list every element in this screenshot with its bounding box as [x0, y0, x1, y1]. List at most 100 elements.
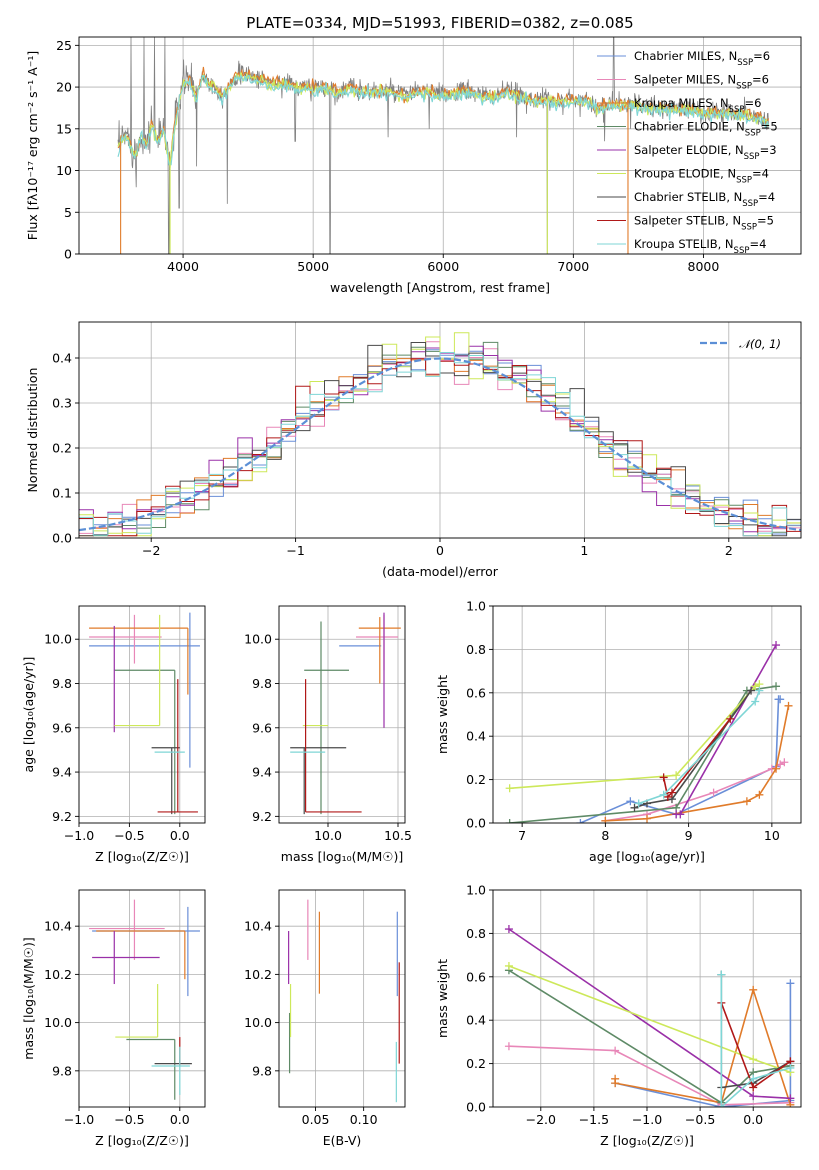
grid: [279, 890, 405, 1107]
y-tick-label: 9.2: [252, 809, 272, 824]
weight-point-marker: [504, 925, 513, 934]
weight-point-marker: [643, 814, 651, 823]
plot-content: [89, 899, 200, 1100]
weight-series-line: [508, 969, 791, 1104]
plot-spectrum: 4000 5000 6000 7000 8000 0 5 10 15 20 25 wavelength…: [25, 36, 802, 295]
errorbar-3: [304, 621, 349, 815]
x-axis-label: Z [log₁₀(Z/Z☉)]: [95, 1133, 189, 1148]
legend-subscript: SSP: [745, 129, 761, 139]
y-axis-label: Normed distribution: [25, 368, 40, 493]
legend-subscript: SSP: [729, 105, 745, 115]
y-axis-label: mass weight: [435, 959, 450, 1038]
weight-point-marker: [717, 1103, 726, 1107]
errorbar-5: [114, 614, 161, 727]
y-tick-label: 0.4: [466, 729, 486, 744]
grid: [493, 889, 801, 1108]
y-tick-label: 9.4: [52, 765, 72, 780]
y-tick-label: 9.4: [252, 765, 272, 780]
x-tick-label: 0.0: [743, 1112, 763, 1127]
errorbar-3: [114, 669, 176, 815]
grid: [493, 605, 801, 824]
x-axis-label: wavelength [Angstrom, rest frame]: [330, 280, 550, 295]
x-tick-label: −1.0: [64, 828, 94, 843]
x-axis-label: age [log₁₀(age/yr)]: [589, 849, 705, 864]
y-tick-label: 0.4: [466, 1013, 486, 1028]
plot-age-weight: 7 8 9 10 0.0 0.2 0.4 0.6 0.8 1.0 age [log₁₀(age/yr…: [435, 599, 802, 864]
legend-count: =5: [761, 120, 778, 134]
weight-point-marker: [709, 788, 718, 797]
x-tick-label: 7000: [557, 259, 589, 274]
y-tick-label: 0.2: [52, 441, 72, 456]
legend-entry: Kroupa ELODIE, NSSP=4: [634, 167, 769, 186]
errorbar-7: [157, 679, 198, 813]
spectrum-legend: Chabrier MILES, NSSP=6 Salpeter MILES, NS…: [597, 49, 778, 256]
legend-count: =6: [752, 73, 769, 87]
y-tick-label: 10.0: [44, 632, 72, 647]
legend-count: =4: [752, 167, 769, 181]
weight-point-marker: [772, 682, 781, 691]
y-tick-label: 0.0: [466, 1100, 486, 1115]
weight-point-marker: [747, 686, 756, 695]
x-axis-label: E(B-V): [323, 1133, 362, 1148]
y-tick-label: 10.2: [44, 967, 72, 982]
weight-series-line: [508, 965, 791, 1074]
gaussian-curve: [79, 357, 801, 532]
y-tick-label: 10.4: [44, 919, 72, 934]
plots-layer: 4000 5000 6000 7000 80000510152025wavelength…: [21, 36, 802, 1148]
weight-point-marker: [576, 819, 585, 823]
plot-z-mass: −1.0 −0.5 0.0 9.8 10.0 10.2 10.4 Z [log₁₀(Z/Z☉)…: [21, 889, 206, 1148]
x-tick-label: 5000: [297, 259, 329, 274]
weight-point-marker: [786, 1063, 795, 1072]
plot-residuals: −2 −1 0 1 2 0.0 0.1 0.2 0.3 0.4 (data-model)/error…: [25, 321, 802, 579]
errorbar-2: [358, 617, 401, 684]
weight-point-marker: [749, 1083, 758, 1092]
errorbar-2: [96, 930, 186, 980]
weight-point-marker: [504, 961, 513, 970]
legend-subscript: SSP: [744, 152, 760, 162]
y-tick-label: 1.0: [466, 599, 486, 614]
legend-count: =6: [744, 96, 761, 110]
y-tick-label: 10.4: [244, 919, 272, 934]
errorbar-1: [356, 614, 398, 671]
grid: [78, 890, 205, 1107]
errorbar-1: [89, 899, 165, 960]
legend-entry: Salpeter ELODIE, NSSP=3: [634, 143, 777, 162]
y-axis-label: Flux [fλ10⁻¹⁷ erg cm⁻² s⁻¹ A⁻¹]: [25, 51, 40, 240]
weight-point-marker: [717, 970, 726, 979]
y-tick-label: 9.6: [252, 720, 272, 735]
x-tick-label: 10.0: [314, 828, 342, 843]
axes-frame: [492, 605, 802, 824]
legend-subscript: SSP: [741, 223, 757, 233]
weight-point-marker: [504, 1042, 513, 1051]
weight-point-marker: [786, 979, 795, 988]
weight-point-marker: [749, 1074, 758, 1083]
weight-point-marker: [659, 790, 668, 799]
x-axis-label: Z [log₁₀(Z/Z☉)]: [95, 849, 189, 864]
legend-entry: Chabrier STELIB, NSSP=4: [634, 190, 775, 209]
plot-content: [504, 925, 795, 1107]
x-tick-label: 10.5: [384, 828, 412, 843]
weight-series-line: [509, 683, 760, 790]
weight-point-marker: [601, 816, 610, 823]
weight-point-marker: [772, 641, 781, 650]
grid: [78, 606, 205, 823]
errorbar-8: [151, 1046, 190, 1095]
weight-point-marker: [611, 1079, 620, 1088]
y-tick-label: 1.0: [466, 883, 486, 898]
y-tick-label: 0.0: [52, 531, 72, 546]
x-tick-label: 0.0: [170, 1112, 190, 1127]
plot-content: [290, 612, 401, 815]
legend-subscript: SSP: [734, 246, 750, 256]
y-tick-label: 10.0: [244, 1015, 272, 1030]
axes-frame: [78, 36, 802, 255]
y-tick-label: 0.1: [52, 486, 72, 501]
x-tick-label: 2: [725, 543, 733, 558]
x-axis-label: mass [log₁₀(M/M☉)]: [281, 849, 403, 864]
y-tick-label: 0.2: [466, 1056, 486, 1071]
x-tick-label: 9: [685, 828, 693, 843]
weight-point-marker: [672, 771, 681, 780]
weight-point-marker: [780, 758, 789, 767]
errorbar-6: [151, 747, 180, 815]
legend-subscript: SSP: [736, 176, 752, 186]
axes-frame: [492, 889, 802, 1108]
